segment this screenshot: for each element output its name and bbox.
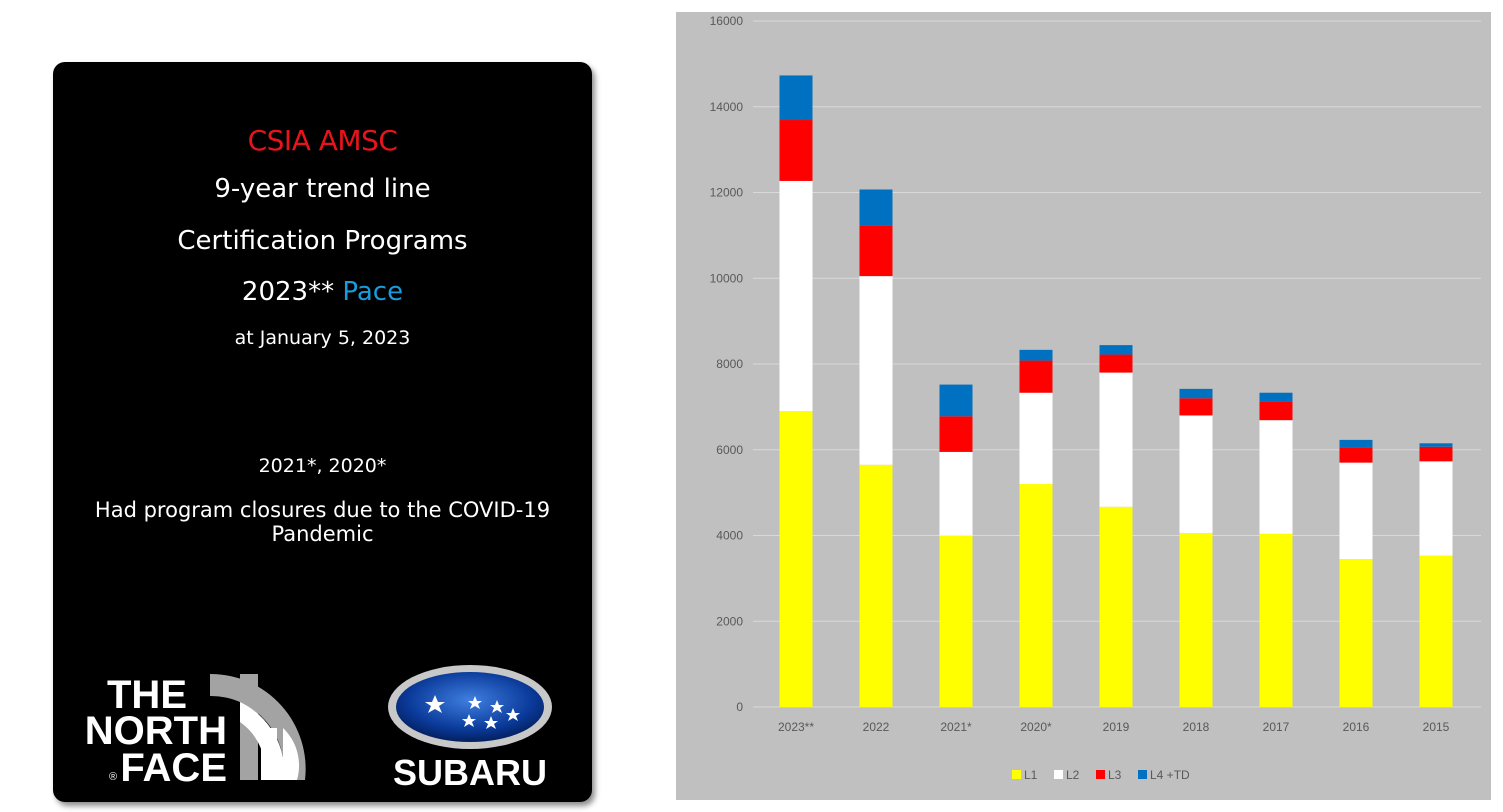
- bar-segment: [1179, 388, 1213, 399]
- bar-segment: [939, 384, 973, 417]
- note-text: Had program closures due to the COVID-19…: [94, 498, 551, 547]
- x-tick-label: 2023**: [778, 720, 814, 734]
- bar-segment: [1099, 354, 1133, 373]
- bar-segment: [1339, 559, 1373, 707]
- bar-segment: [779, 180, 813, 412]
- subaru-wordmark: SUBARU: [393, 752, 547, 792]
- north-face-registered-mark: ®: [109, 771, 117, 783]
- info-card: CSIA AMSC 9-year trend line Certificatio…: [53, 62, 592, 802]
- bar-segment: [1179, 398, 1213, 416]
- card-title: CSIA AMSC: [247, 124, 398, 157]
- card-subtitle-pace: 2023** Pace: [53, 277, 592, 307]
- bar-segment: [939, 451, 973, 536]
- bar-segment: [1419, 461, 1453, 556]
- bar-segment: [1019, 349, 1053, 361]
- legend-label: L4 +TD: [1150, 768, 1190, 782]
- legend-label: L1: [1024, 768, 1038, 782]
- bar-segment: [1019, 360, 1053, 393]
- bar-segment: [859, 276, 893, 465]
- bar-segment: [859, 464, 893, 707]
- bar-segment: [1259, 401, 1293, 421]
- legend-label: L2: [1066, 768, 1080, 782]
- north-face-line-2: NORTH: [85, 709, 227, 753]
- bar-segment: [1019, 484, 1053, 707]
- y-tick-label: 8000: [716, 357, 743, 371]
- x-tick-label: 2020*: [1020, 720, 1052, 734]
- bar-segment: [1179, 532, 1213, 707]
- pace-word: Pace: [342, 277, 404, 307]
- bar-segment: [1339, 462, 1373, 560]
- bar-segment: [1259, 392, 1293, 402]
- bar-segment: [1419, 446, 1453, 462]
- north-face-line-3: FACE: [120, 746, 227, 784]
- y-tick-label: 0: [736, 700, 743, 714]
- bar-segment: [1179, 415, 1213, 533]
- card-subtitle-trend: 9-year trend line: [214, 174, 431, 204]
- subaru-logo: SUBARU: [388, 665, 552, 792]
- bar-segment: [1099, 506, 1133, 707]
- bar-segment: [779, 411, 813, 707]
- y-tick-label: 12000: [710, 186, 744, 200]
- legend-label: L3: [1108, 768, 1122, 782]
- chart-canvas: 0 2000 4000 6000 8000 10000 12000 14000 16000 202…: [710, 14, 1481, 782]
- bar-segment: [779, 120, 813, 181]
- bar-segment: [859, 189, 893, 226]
- bar-segment: [1019, 392, 1053, 485]
- legend-swatch: [1138, 770, 1147, 779]
- bar-segment: [1259, 533, 1293, 707]
- bar-segment: [1259, 420, 1293, 534]
- legend-swatch: [1054, 770, 1063, 779]
- bar-segment: [1339, 439, 1373, 448]
- x-tick-label: 2018: [1183, 720, 1210, 734]
- y-tick-label: 2000: [716, 614, 743, 628]
- y-tick-label: 10000: [710, 271, 744, 285]
- x-tick-label: 2019: [1103, 720, 1130, 734]
- x-tick-label: 2016: [1343, 720, 1370, 734]
- stacked-bar-chart: 0 2000 4000 6000 8000 10000 12000 14000 16000 202…: [676, 12, 1491, 800]
- north-face-logo: THE NORTH FACE ®: [85, 673, 306, 784]
- bar-segment: [1099, 372, 1133, 507]
- bar-segment: [939, 416, 973, 452]
- x-tick-label: 2021*: [940, 720, 972, 734]
- card-date: at January 5, 2023: [234, 327, 411, 349]
- bar-segment: [859, 225, 893, 277]
- y-tick-label: 4000: [716, 529, 743, 543]
- x-tick-label: 2015: [1423, 720, 1450, 734]
- legend-swatch: [1012, 770, 1021, 779]
- y-tick-label: 6000: [716, 443, 743, 457]
- note-years: 2021*, 2020*: [258, 455, 387, 477]
- y-tick-label: 14000: [710, 100, 744, 114]
- bar-segment: [1339, 447, 1373, 463]
- bar-segment: [1099, 345, 1133, 355]
- x-tick-label: 2017: [1263, 720, 1290, 734]
- y-tick-label: 16000: [710, 14, 744, 28]
- bar-segment: [779, 75, 813, 121]
- x-tick-label: 2022: [863, 720, 890, 734]
- card-subtitle-programs: Certification Programs: [177, 226, 468, 256]
- bar-segment: [939, 535, 973, 707]
- legend-swatch: [1096, 770, 1105, 779]
- bar-segment: [1419, 443, 1453, 447]
- pace-year: 2023**: [241, 277, 343, 307]
- north-face-line-1: THE: [107, 673, 187, 717]
- bar-segment: [1419, 555, 1453, 707]
